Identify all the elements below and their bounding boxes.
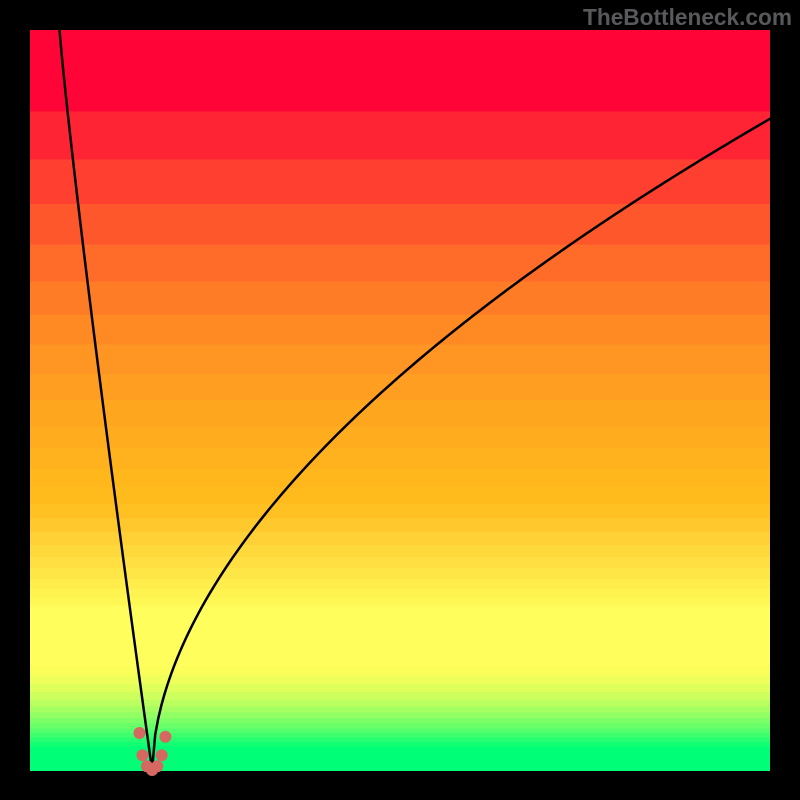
chart-frame: TheBottleneck.com [0,0,800,800]
bottleneck-curve-chart [0,0,800,800]
watermark-text: TheBottleneck.com [583,4,792,31]
